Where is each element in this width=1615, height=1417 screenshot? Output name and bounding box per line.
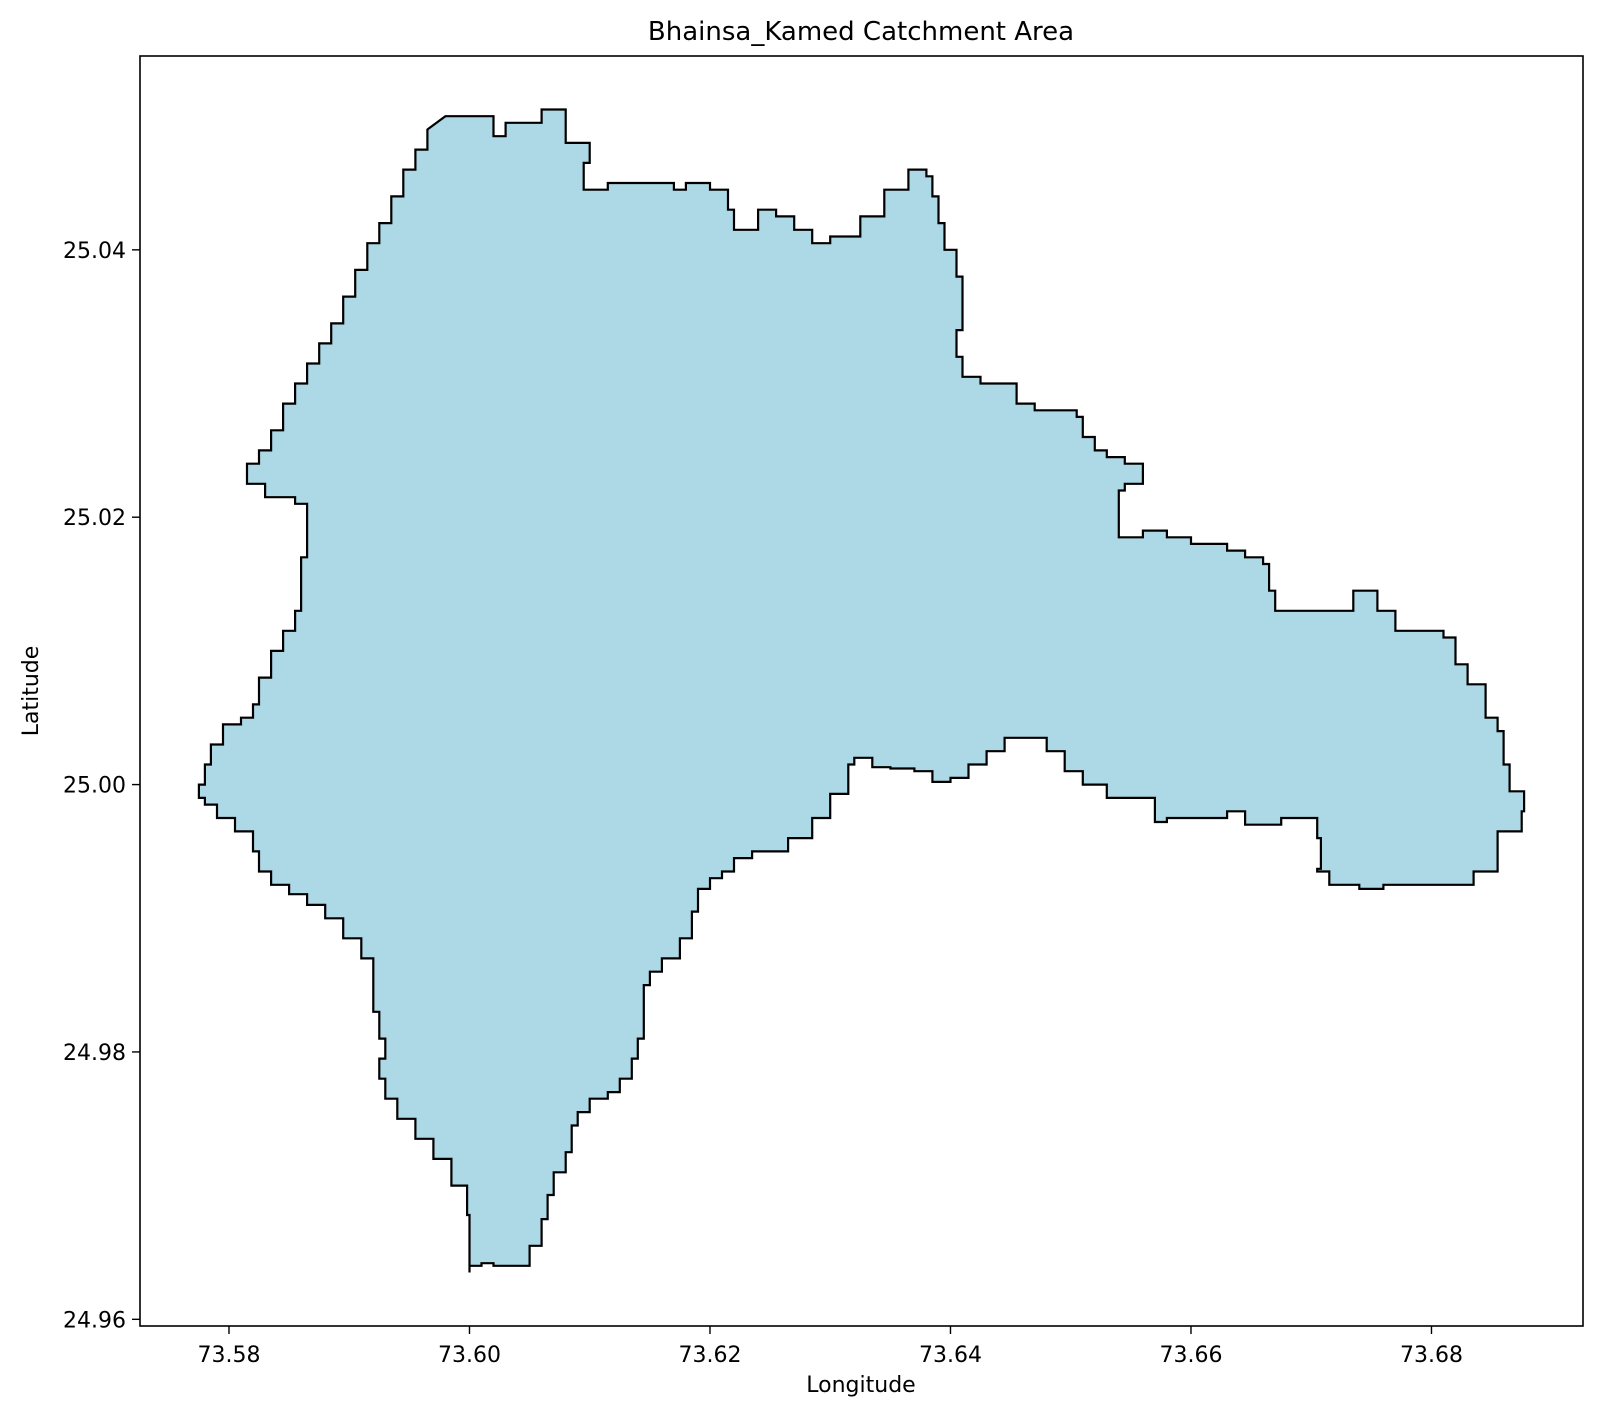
y-tick-label: 25.00	[63, 774, 126, 799]
x-axis-label: Longitude	[806, 1373, 915, 1398]
x-axis-ticks: 73.58 73.60 73.62 73.64 73.66 73.68	[197, 1326, 1463, 1368]
y-axis-ticks: 24.96 24.98 25.00 25.02 25.04	[63, 239, 140, 1333]
y-axis-label: Latitude	[19, 646, 44, 737]
x-tick-label: 73.66	[1159, 1343, 1222, 1368]
catchment-polygon	[197, 108, 1526, 1273]
x-tick-label: 73.68	[1400, 1343, 1463, 1368]
y-tick-label: 25.04	[63, 239, 126, 264]
plot-frame	[139, 55, 1584, 1327]
x-tick-label: 73.60	[438, 1343, 501, 1368]
y-tick-label: 24.98	[63, 1041, 126, 1066]
y-tick-label: 25.02	[63, 506, 126, 531]
chart-title: Bhainsa_Kamed Catchment Area	[648, 17, 1074, 47]
x-tick-label: 73.64	[919, 1343, 982, 1368]
x-tick-label: 73.58	[197, 1343, 260, 1368]
x-tick-label: 73.62	[678, 1343, 741, 1368]
y-tick-label: 24.96	[63, 1308, 126, 1333]
